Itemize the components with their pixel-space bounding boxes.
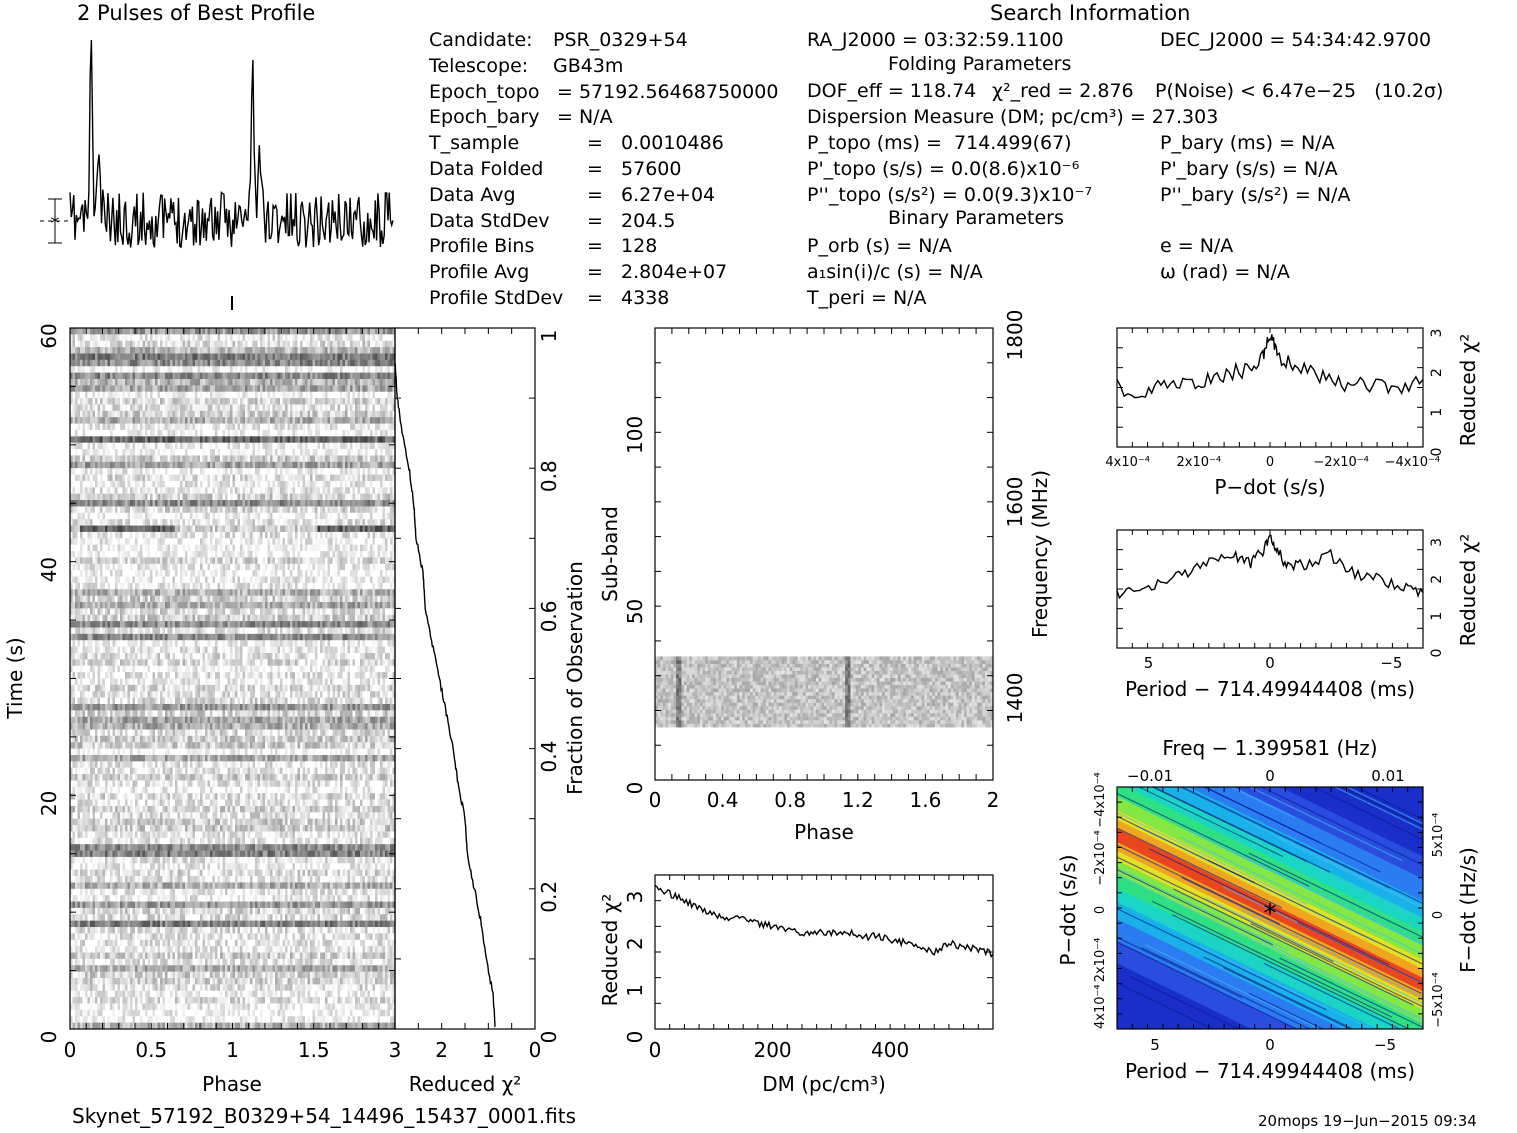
profile-line xyxy=(69,39,394,249)
time-phase-image xyxy=(70,328,396,1030)
profile-errorbar-marker: * xyxy=(51,213,60,234)
